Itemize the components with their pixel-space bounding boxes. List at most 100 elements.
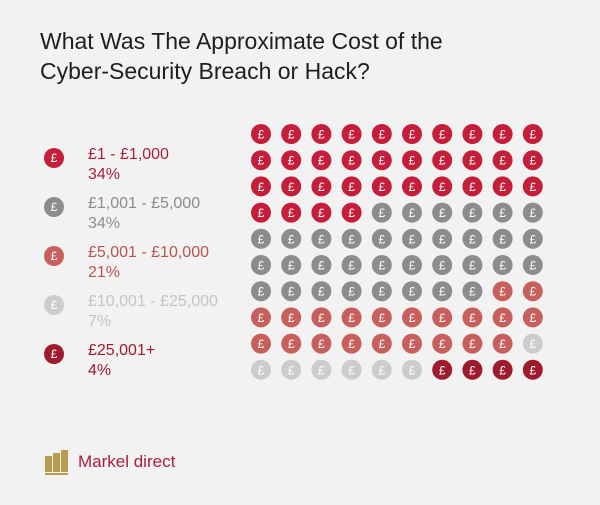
waffle-cell: £ — [251, 150, 271, 171]
pound-coin-icon — [522, 281, 543, 302]
pound-glyph: £ — [288, 259, 295, 273]
waffle-cell: £ — [402, 150, 422, 171]
waffle-cell: £ — [522, 150, 543, 171]
pound-glyph: £ — [348, 232, 355, 246]
legend-range-label: £1 - £1,000 — [88, 146, 169, 163]
pound-coin-icon — [492, 228, 513, 249]
legend-range-label: £5,001 - £10,000 — [88, 244, 209, 261]
waffle-cell: £ — [281, 359, 302, 380]
pound-glyph: £ — [258, 180, 265, 194]
pound-coin-icon — [281, 124, 302, 144]
pound-coin-icon — [311, 124, 332, 144]
pound-glyph: £ — [499, 154, 506, 168]
pound-glyph: £ — [378, 337, 385, 351]
pound-coin-icon — [492, 281, 513, 302]
pound-glyph: £ — [469, 232, 476, 246]
pound-glyph: £ — [409, 285, 416, 299]
pound-coin-icon — [432, 202, 453, 223]
pound-glyph: £ — [439, 180, 446, 194]
waffle-cell: £ — [371, 124, 392, 144]
pound-glyph: £ — [288, 232, 295, 246]
pound-coin-icon — [341, 202, 362, 223]
pound-glyph: £ — [288, 285, 295, 299]
legend-item: £ £1 - £1,000 34% — [44, 145, 244, 187]
waffle-cell: £ — [251, 228, 271, 249]
pound-glyph: £ — [439, 128, 446, 142]
pound-coin-icon — [341, 307, 362, 328]
pound-glyph: £ — [318, 128, 325, 142]
pound-glyph: £ — [499, 337, 506, 351]
pound-coin-icon — [462, 255, 483, 275]
pound-glyph: £ — [378, 232, 385, 246]
pound-coin-icon — [462, 228, 483, 249]
waffle-cell: £ — [341, 333, 362, 354]
waffle-cell: £ — [492, 176, 513, 197]
pound-glyph: £ — [378, 259, 385, 273]
waffle-cell: £ — [311, 333, 332, 354]
pound-coin-icon — [341, 359, 362, 380]
waffle-cell: £ — [432, 228, 453, 249]
waffle-cell: £ — [432, 333, 453, 354]
waffle-cell: £ — [402, 228, 422, 249]
pound-glyph: £ — [499, 363, 506, 377]
waffle-cell: £ — [522, 307, 543, 328]
waffle-cell: £ — [462, 228, 483, 249]
pound-coin-icon — [371, 307, 392, 328]
legend-percent-label: 21% — [88, 264, 121, 281]
pound-glyph: £ — [378, 311, 385, 325]
waffle-cell: £ — [281, 307, 302, 328]
waffle-cell: £ — [492, 359, 513, 380]
waffle-cell: £ — [311, 150, 332, 171]
pound-glyph: £ — [258, 259, 265, 273]
pound-coin-icon — [522, 176, 543, 197]
pound-glyph: £ — [288, 311, 295, 325]
waffle-cell: £ — [341, 359, 362, 380]
pound-glyph: £ — [529, 363, 536, 377]
waffle-cell: £ — [522, 176, 543, 197]
pound-coin-icon — [522, 202, 543, 223]
legend-percent-label: 34% — [88, 215, 121, 232]
waffle-cell: £ — [432, 176, 453, 197]
pound-coin-icon — [522, 359, 543, 380]
pound-coin-icon — [462, 124, 483, 144]
pound-coin-icon — [492, 176, 513, 197]
waffle-cell: £ — [341, 281, 362, 302]
pound-coin-icon — [251, 359, 271, 380]
waffle-cell: £ — [281, 124, 302, 144]
pound-coin-icon — [462, 150, 483, 171]
pound-coin-icon — [341, 176, 362, 197]
pound-glyph: £ — [469, 154, 476, 168]
pound-coin-icon — [371, 281, 392, 302]
pound-glyph: £ — [439, 259, 446, 273]
pound-glyph: £ — [529, 206, 536, 220]
pound-coin-icon — [311, 202, 332, 223]
pound-coin-icon — [492, 255, 513, 275]
pound-glyph: £ — [469, 285, 476, 299]
waffle-cell: £ — [311, 202, 332, 223]
waffle-cell: £ — [311, 359, 332, 380]
pound-coin-icon — [311, 333, 332, 354]
pound-coin-icon — [251, 124, 271, 144]
pound-glyph: £ — [318, 337, 325, 351]
waffle-cell: £ — [251, 307, 271, 328]
chart-title-line-1: What Was The Approximate Cost of the — [40, 28, 443, 54]
waffle-cell: £ — [402, 281, 422, 302]
waffle-cell: £ — [522, 202, 543, 223]
pound-glyph: £ — [529, 180, 536, 194]
pound-glyph: £ — [348, 259, 355, 273]
waffle-cell: £ — [402, 255, 422, 275]
pound-glyph: £ — [469, 180, 476, 194]
pound-glyph: £ — [378, 285, 385, 299]
waffle-cell: £ — [311, 228, 332, 249]
legend-percent-label: 4% — [88, 362, 112, 379]
pound-glyph: £ — [409, 363, 416, 377]
pound-coin-icon — [341, 228, 362, 249]
pound-glyph: £ — [348, 154, 355, 168]
pound-glyph: £ — [439, 363, 446, 377]
pound-glyph: £ — [409, 259, 416, 273]
waffle-cell: £ — [311, 176, 332, 197]
waffle-cell: £ — [462, 307, 483, 328]
pound-glyph: £ — [439, 311, 446, 325]
pound-coin-icon — [311, 176, 332, 197]
pound-glyph: £ — [348, 337, 355, 351]
